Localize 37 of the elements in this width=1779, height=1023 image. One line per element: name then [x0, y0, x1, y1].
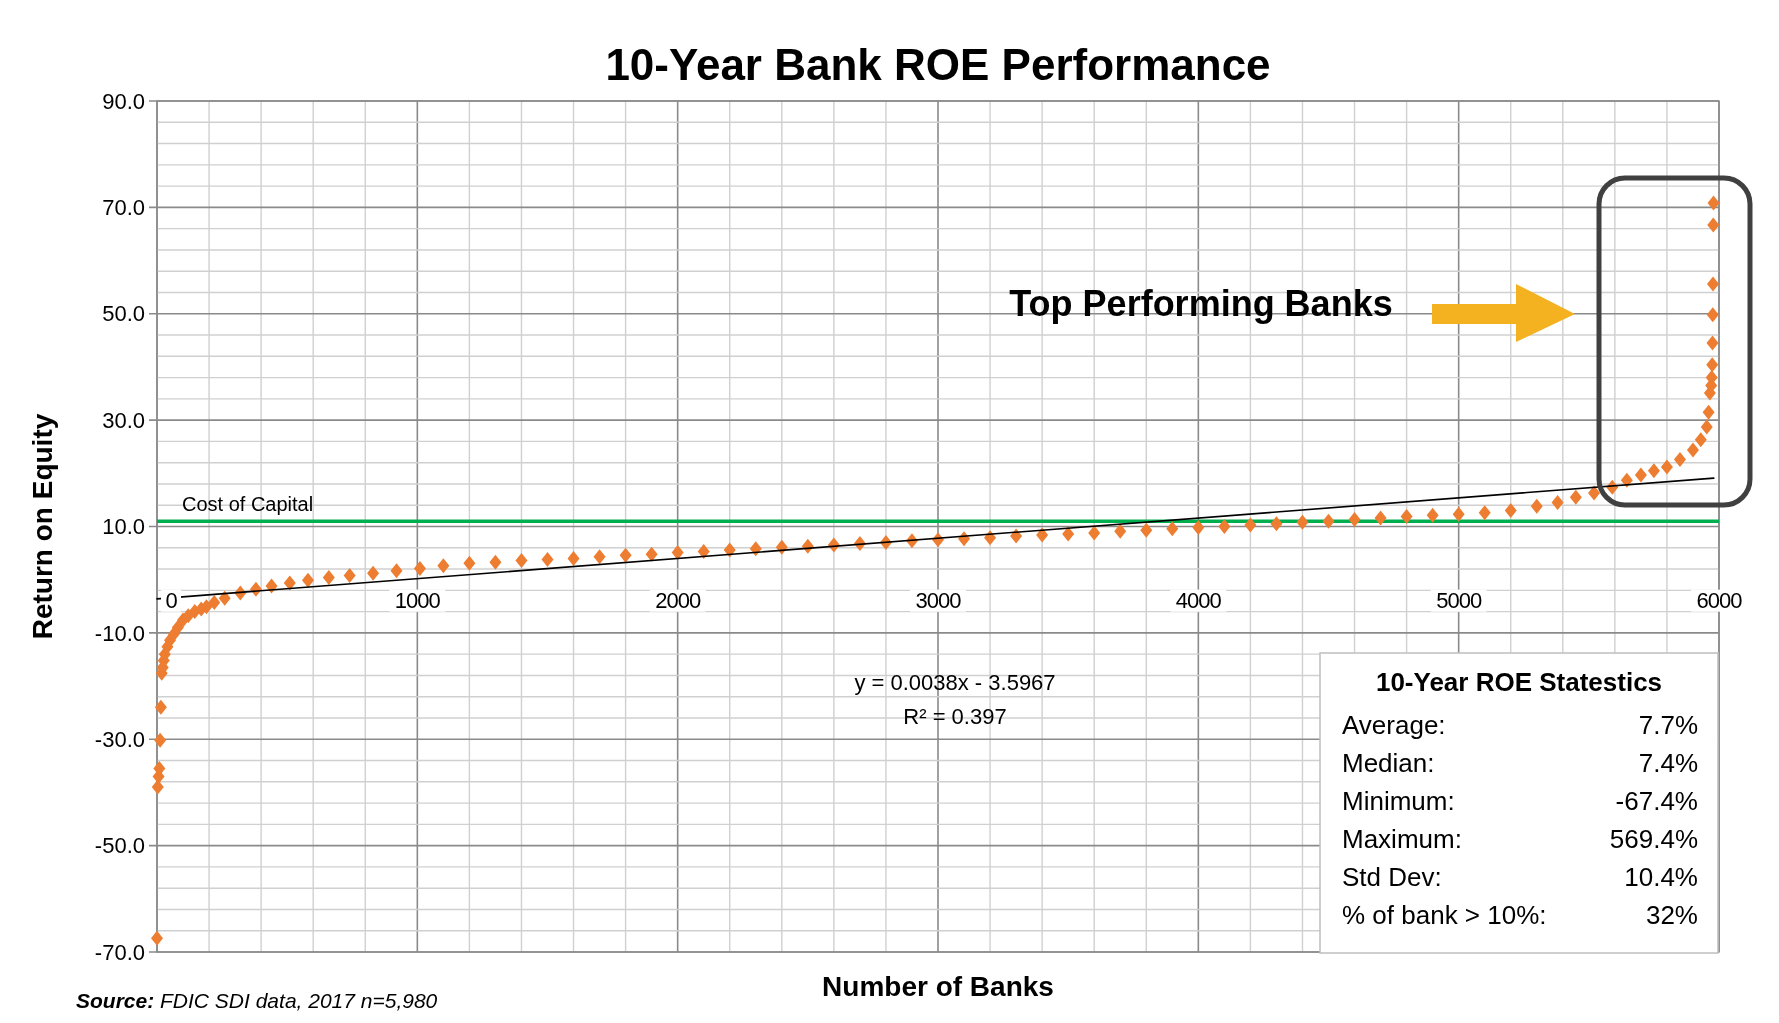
y-tick-label: 70.0 [102, 195, 145, 221]
x-tick-label: 3000 [915, 587, 962, 613]
x-axis-title: Number of Banks [822, 971, 1054, 1002]
annotation: y = 0.0038x - 3.5967 [854, 670, 1056, 695]
annotation: 32% [1645, 900, 1698, 930]
annotation: Std Dev: [1342, 862, 1442, 892]
y-tick-label: -70.0 [94, 939, 145, 965]
y-tick-label: 30.0 [102, 407, 145, 433]
y-tick-label: -50.0 [94, 833, 145, 859]
x-tick-label: 1000 [394, 587, 441, 613]
annotation: 10-Year ROE Statestics [1375, 667, 1663, 697]
x-tick-label: 4000 [1175, 587, 1222, 613]
annotation: Median: [1342, 748, 1435, 778]
source-note: Source: FDIC SDI data, 2017 n=5,980 [76, 989, 438, 1012]
y-tick-label: -30.0 [94, 726, 145, 752]
annotation: Top Performing Banks [1009, 283, 1393, 324]
ref-line-label: Cost of Capital [182, 493, 314, 516]
x-tick-label: 6000 [1696, 587, 1743, 613]
y-tick-label: 10.0 [102, 514, 145, 540]
annotation: Minimum: [1342, 786, 1455, 816]
annotation: 7.4% [1638, 748, 1698, 778]
annotation: Average: [1342, 710, 1446, 740]
y-tick-label: -10.0 [94, 620, 145, 646]
annotation: R² = 0.397 [903, 704, 1007, 729]
x-tick-label: 2000 [655, 587, 701, 613]
x-tick-label: 5000 [1436, 587, 1482, 613]
annotation: -67.4% [1615, 786, 1698, 816]
y-axis-title: Return on Equity [27, 413, 58, 640]
chart-title: 10-Year Bank ROE Performance [605, 40, 1271, 89]
annotation: 569.4% [1609, 824, 1698, 854]
y-tick-label: 90.0 [102, 88, 145, 114]
annotation: % of bank > 10%: [1342, 900, 1547, 930]
y-tick-label: 50.0 [102, 301, 145, 327]
annotation: 7.7% [1638, 710, 1698, 740]
x-tick-label: 0 [165, 587, 178, 613]
annotation: 10.4% [1624, 862, 1698, 892]
annotation: Maximum: [1342, 824, 1462, 854]
